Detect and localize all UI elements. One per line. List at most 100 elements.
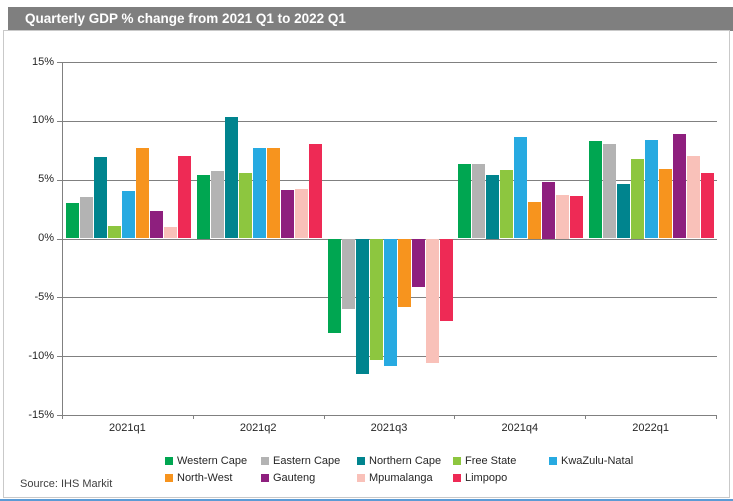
bar-free-state-2022q1 [631,158,645,239]
x-axis-category-label: 2021q1 [109,422,146,434]
legend-label: Mpumalanga [369,471,433,484]
y-axis-tick [57,179,62,181]
legend-item-northern-cape: Northern Cape [357,452,453,469]
x-axis-tick [454,415,456,419]
bar-mpumalanga-2022q1 [687,156,701,239]
chart-title-bar: Quarterly GDP % change from 2021 Q1 to 2… [8,7,733,31]
bar-northern-cape-2021q4 [486,175,500,239]
y-axis-tick-label: -10% [28,349,54,362]
legend-swatch [165,473,173,482]
bar-northern-cape-2022q1 [617,184,631,239]
x-axis-category-label: 2022q1 [632,422,669,434]
legend-item-north-west: North-West [165,469,261,486]
y-axis-tick-label: 10% [31,114,54,127]
legend-item-western-cape: Western Cape [165,452,261,469]
bar-north-west-2022q1 [659,169,673,239]
gridline [63,62,717,63]
legend: Western Cape Eastern Cape Northern Cape Fre… [165,452,649,486]
bar-free-state-2021q3 [369,238,383,360]
legend-label: North-West [177,471,233,484]
x-axis-tick [62,415,63,419]
legend-swatch [453,473,461,482]
bar-north-west-2021q4 [528,202,542,239]
bar-gauteng-2021q2 [280,190,294,239]
x-axis-tick [192,415,194,419]
bar-free-state-2021q4 [500,170,514,239]
x-axis-tick [323,415,325,419]
bar-eastern-cape-2021q2 [210,171,224,239]
bar-mpumalanga-2021q2 [294,189,308,239]
bar-western-cape-2022q1 [589,140,603,239]
bar-north-west-2021q2 [266,147,280,239]
legend-label: Eastern Cape [273,454,341,467]
legend-item-gauteng: Gauteng [261,469,357,486]
legend-label: KwaZulu-Natal [561,454,634,467]
legend-item-limpopo: Limpopo [453,469,549,486]
y-axis-tick [57,297,62,299]
bar-eastern-cape-2021q1 [79,197,93,239]
legend-swatch [453,456,461,465]
bar-kwazulu-natal-2021q1 [121,191,135,239]
y-axis-tick [57,120,62,122]
y-axis-tick-label: -5% [34,290,54,303]
bar-free-state-2021q1 [107,225,121,239]
bar-kwazulu-natal-2021q3 [383,238,397,366]
x-axis-tick [716,415,717,419]
y-axis-tick-label: 5% [38,173,54,186]
bar-kwazulu-natal-2022q1 [645,139,659,239]
bar-mpumalanga-2021q3 [425,238,439,364]
source-note: Source: IHS Markit [20,478,113,490]
legend-item-eastern-cape: Eastern Cape [261,452,357,469]
bottom-window-edge [0,499,733,501]
bar-mpumalanga-2021q4 [556,195,570,239]
bar-limpopo-2021q2 [308,144,322,239]
bar-eastern-cape-2021q3 [341,238,355,310]
bar-western-cape-2021q3 [327,238,341,333]
legend-label: Northern Cape [369,454,442,467]
legend-item-free-state: Free State [453,452,549,469]
legend-label: Gauteng [273,471,316,484]
bar-western-cape-2021q1 [65,203,79,239]
x-axis-category-label: 2021q2 [239,422,277,434]
bar-gauteng-2021q1 [149,211,163,239]
bar-limpopo-2022q1 [701,172,715,239]
x-axis-tick [585,415,587,419]
legend-swatch [357,456,365,465]
bar-northern-cape-2021q3 [355,238,369,374]
y-axis-tick [57,356,62,358]
bar-limpopo-2021q4 [570,196,584,239]
bar-western-cape-2021q2 [196,175,210,239]
bar-mpumalanga-2021q1 [163,226,177,239]
chart-title: Quarterly GDP % change from 2021 Q1 to 2… [25,11,346,26]
bar-limpopo-2021q3 [439,238,453,321]
bar-limpopo-2021q1 [177,156,191,239]
bar-gauteng-2021q3 [411,238,425,287]
legend-swatch [261,473,269,482]
bar-north-west-2021q1 [135,147,149,239]
bar-western-cape-2021q4 [458,164,472,239]
legend-item-mpumalanga: Mpumalanga [357,469,453,486]
bar-free-state-2021q2 [238,172,252,239]
bar-kwazulu-natal-2021q2 [252,147,266,239]
bar-eastern-cape-2021q4 [472,164,486,239]
y-axis-tick [57,238,62,240]
bar-gauteng-2021q4 [542,182,556,239]
legend-item-kwazulu-natal: KwaZulu-Natal [549,452,645,469]
bar-eastern-cape-2022q1 [603,144,617,239]
x-axis-category-label: 2021q4 [501,422,539,434]
bar-kwazulu-natal-2021q4 [514,137,528,239]
y-axis-tick-label: -15% [28,408,54,421]
gridline [63,120,717,122]
plot-area [62,62,717,416]
bar-northern-cape-2021q1 [93,157,107,239]
legend-swatch [261,456,269,465]
bar-gauteng-2022q1 [673,133,687,239]
legend-swatch [357,473,365,482]
y-axis-tick-label: 15% [31,55,54,68]
bar-north-west-2021q3 [397,238,411,307]
y-axis-tick [57,415,62,416]
legend-swatch [549,456,557,465]
y-axis-tick-label: 0% [38,232,54,244]
legend-label: Free State [465,454,517,467]
x-axis-category-label: 2021q3 [370,422,408,434]
